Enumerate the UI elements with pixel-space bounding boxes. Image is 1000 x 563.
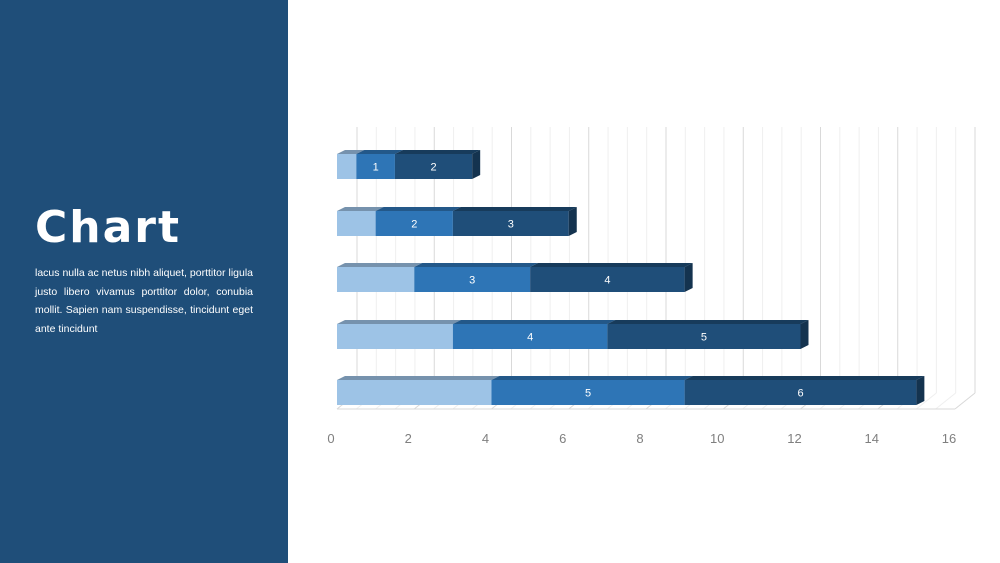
x-tick-label: 0 <box>327 431 334 446</box>
bar-segment <box>337 267 415 292</box>
data-label: 3 <box>508 219 514 231</box>
data-label: 2 <box>431 162 437 174</box>
x-tick-label: 12 <box>787 431 801 446</box>
bar-top-face <box>356 150 403 154</box>
chart-data-labels: 1 2 2 3 3 4 4 5 5 6 <box>373 162 804 400</box>
x-tick-label: 16 <box>942 431 956 446</box>
bar-side-face <box>472 150 481 179</box>
bar-segment <box>375 211 453 236</box>
data-label: 5 <box>585 388 591 400</box>
bar-top-face <box>394 150 481 154</box>
x-tick-label: 10 <box>710 431 724 446</box>
left-panel: Chart lacus nulla ac netus nibh aliquet,… <box>0 0 288 563</box>
bar-top-face <box>337 263 423 267</box>
bar-top-face <box>337 376 500 380</box>
x-tick-label: 6 <box>559 431 566 446</box>
x-tick-label: 4 <box>482 431 489 446</box>
bar-top-face <box>491 376 693 380</box>
bar-top-face <box>337 320 461 324</box>
bar-top-face <box>607 320 809 324</box>
gridline-floor <box>916 392 937 410</box>
bar-segment <box>337 154 357 179</box>
x-tick-label: 8 <box>636 431 643 446</box>
data-label: 1 <box>373 162 379 174</box>
bar-chart: 1 22 33 44 55 6 0 2 4 6 8 10 12 14 16 <box>327 127 976 446</box>
bar-top-face <box>452 320 616 324</box>
x-tick-label: 14 <box>865 431 879 446</box>
bar-side-face <box>684 263 693 292</box>
data-label: 2 <box>411 219 417 231</box>
bar-top-face <box>452 207 577 211</box>
data-label: 5 <box>701 332 707 344</box>
data-label: 4 <box>527 332 533 344</box>
bar-side-face <box>916 376 925 405</box>
bar-segment <box>337 211 376 236</box>
bar-top-face <box>530 263 693 267</box>
bar-side-face <box>800 320 809 349</box>
gridline-floor <box>954 392 976 410</box>
bar-segment <box>530 267 685 292</box>
bar-segment <box>394 154 473 179</box>
data-label: 6 <box>797 388 803 400</box>
bar-top-face <box>684 376 925 380</box>
slide-title: Chart <box>35 202 182 253</box>
gridline-floor <box>935 392 956 410</box>
bar-segment <box>414 267 531 292</box>
bar-top-face <box>337 150 365 154</box>
bar-segment <box>337 380 492 405</box>
x-tick-label: 2 <box>405 431 412 446</box>
chart-bars <box>337 150 925 405</box>
bar-top-face <box>337 207 384 211</box>
bar-segment <box>452 324 608 349</box>
bar-segment <box>607 324 801 349</box>
bar-side-face <box>568 207 577 236</box>
bar-segment <box>337 324 453 349</box>
data-label: 4 <box>604 275 610 287</box>
chart-x-ticks: 0 2 4 6 8 10 12 14 16 <box>327 431 956 446</box>
bar-top-face <box>414 263 539 267</box>
bar-top-face <box>375 207 461 211</box>
bar-segment <box>356 154 395 179</box>
data-label: 3 <box>469 275 475 287</box>
bar-segment <box>491 380 685 405</box>
bar-segment <box>452 211 569 236</box>
slide-body-text: lacus nulla ac netus nibh aliquet, portt… <box>35 267 253 335</box>
bar-segment <box>684 380 917 405</box>
